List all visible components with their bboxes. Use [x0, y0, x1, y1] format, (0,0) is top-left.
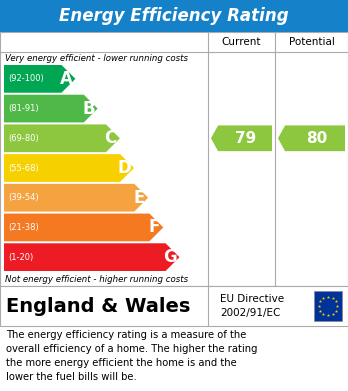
Polygon shape — [4, 213, 163, 241]
Text: Energy Efficiency Rating: Energy Efficiency Rating — [59, 7, 289, 25]
Polygon shape — [4, 95, 98, 122]
Text: (69-80): (69-80) — [8, 134, 39, 143]
Text: E: E — [134, 189, 145, 207]
Polygon shape — [4, 184, 148, 212]
Text: The energy efficiency rating is a measure of the
overall efficiency of a home. T: The energy efficiency rating is a measur… — [6, 330, 258, 382]
Polygon shape — [278, 126, 345, 151]
Text: F: F — [149, 219, 160, 237]
Text: B: B — [82, 100, 95, 118]
Bar — [0, 0, 348, 32]
Text: EU Directive
2002/91/EC: EU Directive 2002/91/EC — [220, 294, 284, 317]
Text: (1-20): (1-20) — [8, 253, 33, 262]
Text: D: D — [117, 159, 131, 177]
Polygon shape — [4, 243, 180, 271]
Text: (92-100): (92-100) — [8, 74, 44, 83]
Bar — [0, 286, 348, 326]
Text: Very energy efficient - lower running costs: Very energy efficient - lower running co… — [5, 54, 188, 63]
Text: (81-91): (81-91) — [8, 104, 39, 113]
Text: (21-38): (21-38) — [8, 223, 39, 232]
Text: 80: 80 — [306, 131, 327, 146]
Text: 79: 79 — [236, 131, 257, 146]
Text: C: C — [105, 129, 117, 147]
Text: (55-68): (55-68) — [8, 163, 39, 172]
Text: G: G — [163, 248, 176, 266]
Polygon shape — [211, 126, 272, 151]
Polygon shape — [4, 124, 120, 152]
Bar — [0, 32, 348, 286]
Polygon shape — [4, 154, 134, 182]
Bar — [314, 291, 342, 321]
Polygon shape — [4, 65, 76, 93]
Text: Current: Current — [222, 37, 261, 47]
Text: A: A — [60, 70, 72, 88]
Text: (39-54): (39-54) — [8, 193, 39, 202]
Text: England & Wales: England & Wales — [6, 296, 190, 316]
Text: Potential: Potential — [288, 37, 334, 47]
Text: Not energy efficient - higher running costs: Not energy efficient - higher running co… — [5, 275, 188, 284]
